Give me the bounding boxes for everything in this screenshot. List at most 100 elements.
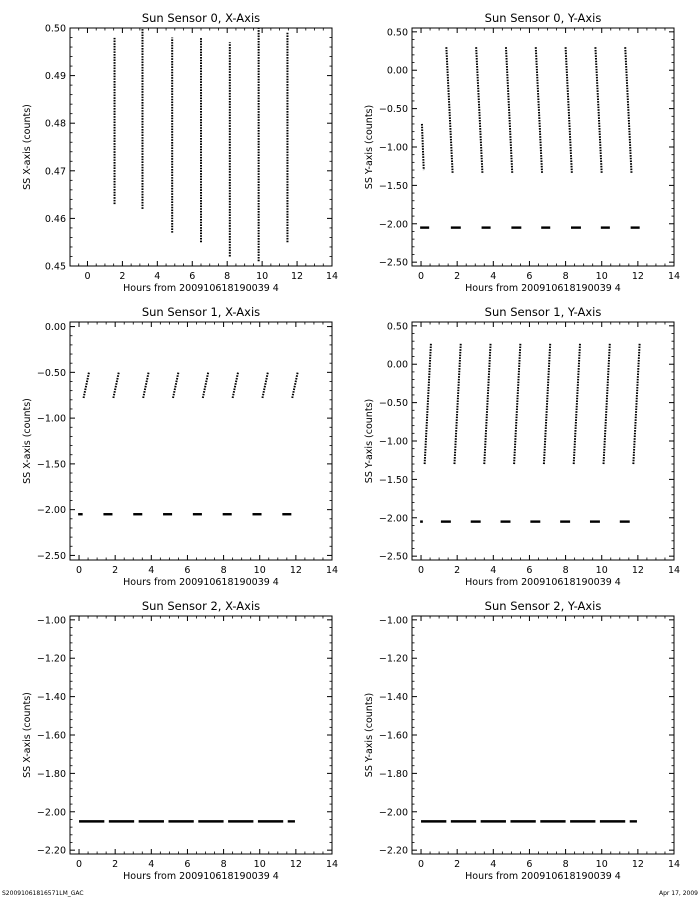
chart-title: Sun Sensor 0, X-Axis xyxy=(142,11,260,25)
x-tick-label: 6 xyxy=(526,859,532,870)
x-tick-label: 10 xyxy=(596,271,608,282)
x-axis-label: Hours from 200910618190039 4 xyxy=(465,283,621,294)
x-tick-label: 14 xyxy=(326,859,338,870)
data-segment xyxy=(82,372,90,399)
y-tick-label: −0.50 xyxy=(379,104,408,115)
x-tick-label: 0 xyxy=(76,859,82,870)
x-tick-label: 14 xyxy=(326,565,338,576)
y-tick-label: −2.00 xyxy=(379,513,408,524)
y-tick-label: −1.40 xyxy=(37,692,66,703)
data-segment xyxy=(602,342,611,465)
chart-panel-3: Sun Sensor 1, Y-Axis 0 2 4 6 8 10 12 14 −2.50 −2.0… xyxy=(364,305,680,588)
x-tick-label: 12 xyxy=(632,565,644,576)
x-tick-label: 6 xyxy=(189,271,195,282)
x-axis-label: Hours from 200910618190039 4 xyxy=(465,577,621,588)
y-tick-label: −0.50 xyxy=(379,398,408,409)
x-tick-label: 4 xyxy=(148,565,154,576)
data-segment xyxy=(513,342,522,465)
x-tick-label: 2 xyxy=(112,565,118,576)
y-tick-label: −2.00 xyxy=(37,807,66,818)
x-tick-label: 10 xyxy=(256,271,268,282)
data-segment xyxy=(504,47,514,174)
x-tick-label: 8 xyxy=(563,271,569,282)
data-segment xyxy=(201,372,210,399)
data-segment xyxy=(572,342,582,465)
y-tick-label: 0.50 xyxy=(387,27,408,38)
data-segment xyxy=(420,123,425,171)
data-segment xyxy=(483,342,492,465)
x-tick-label: 12 xyxy=(632,859,644,870)
data-segment xyxy=(423,342,432,465)
y-tick-label: −1.00 xyxy=(379,615,408,626)
y-tick-label: −2.00 xyxy=(37,505,66,516)
x-tick-label: 2 xyxy=(112,859,118,870)
data-segment xyxy=(564,47,573,174)
x-tick-label: 10 xyxy=(596,859,608,870)
y-tick-label: −1.20 xyxy=(37,654,66,665)
y-tick-label: −1.00 xyxy=(379,143,408,154)
x-tick-label: 2 xyxy=(454,271,460,282)
y-tick-label: 0.00 xyxy=(45,322,66,333)
x-tick-label: 4 xyxy=(490,271,496,282)
y-tick-label: −0.50 xyxy=(37,368,66,379)
data-segment xyxy=(231,372,240,399)
footer-left-text: S20091061816571LM_GAC xyxy=(2,890,84,897)
chart-title: Sun Sensor 0, Y-Axis xyxy=(485,11,602,25)
chart-panel-0: Sun Sensor 0, X-Axis 0 2 4 6 8 10 12 14 0.45 0.46 0… xyxy=(22,11,338,294)
x-tick-label: 2 xyxy=(454,565,460,576)
y-tick-label: −2.20 xyxy=(37,846,66,857)
y-tick-label: −1.50 xyxy=(37,459,66,470)
y-tick-label: 0.00 xyxy=(387,66,408,77)
y-tick-label: −1.60 xyxy=(379,731,408,742)
y-tick-label: −1.20 xyxy=(379,654,408,665)
x-tick-label: 10 xyxy=(596,565,608,576)
chart-title: Sun Sensor 2, Y-Axis xyxy=(485,599,602,613)
x-tick-label: 8 xyxy=(563,565,569,576)
data-segment xyxy=(261,372,269,399)
data-segment xyxy=(453,342,462,465)
x-tick-label: 14 xyxy=(668,271,680,282)
data-segment xyxy=(624,47,633,174)
x-tick-label: 4 xyxy=(490,565,496,576)
y-tick-label: −2.00 xyxy=(379,219,408,230)
chart-panel-5: Sun Sensor 2, Y-Axis 0 2 4 6 8 10 12 14 −2.20 −2.0… xyxy=(364,599,680,882)
x-tick-label: 0 xyxy=(418,271,424,282)
data-segment xyxy=(534,47,544,174)
x-tick-label: 0 xyxy=(76,565,82,576)
y-tick-label: −2.00 xyxy=(379,807,408,818)
x-tick-label: 0 xyxy=(418,565,424,576)
y-tick-label: −1.00 xyxy=(37,414,66,425)
x-tick-label: 8 xyxy=(221,565,227,576)
y-axis-label: SS X-axis (counts) xyxy=(22,692,33,778)
x-tick-label: 0 xyxy=(418,859,424,870)
chart-panel-2: Sun Sensor 1, X-Axis 0 2 4 6 8 10 12 14 −2.50 −2.0… xyxy=(22,305,338,588)
data-segment xyxy=(475,47,484,174)
x-tick-label: 14 xyxy=(668,859,680,870)
y-axis-label: SS Y-axis (counts) xyxy=(364,399,375,483)
y-axis-label: SS X-axis (counts) xyxy=(22,104,33,190)
y-tick-label: 0.00 xyxy=(387,360,408,371)
y-axis-label: SS X-axis (counts) xyxy=(22,398,33,484)
y-tick-label: −2.50 xyxy=(379,552,408,563)
y-tick-label: 0.46 xyxy=(45,214,66,225)
y-tick-label: −1.50 xyxy=(379,181,408,192)
chart-title: Sun Sensor 1, X-Axis xyxy=(142,305,260,319)
x-tick-label: 6 xyxy=(526,271,532,282)
y-axis-label: SS Y-axis (counts) xyxy=(364,105,375,189)
y-tick-label: −1.60 xyxy=(37,731,66,742)
data-segment xyxy=(632,342,641,465)
data-segment xyxy=(445,47,454,174)
y-tick-label: −1.40 xyxy=(379,692,408,703)
x-tick-label: 0 xyxy=(84,271,90,282)
x-tick-label: 12 xyxy=(291,271,303,282)
x-tick-label: 14 xyxy=(668,565,680,576)
footer-right-text: Apr 17, 2009 xyxy=(658,890,698,897)
chart-title: Sun Sensor 1, Y-Axis xyxy=(485,305,602,319)
data-segment xyxy=(112,372,120,399)
x-tick-label: 4 xyxy=(154,271,160,282)
y-axis-label: SS Y-axis (counts) xyxy=(364,693,375,777)
chart-title: Sun Sensor 2, X-Axis xyxy=(142,599,260,613)
x-tick-label: 12 xyxy=(632,271,644,282)
plot-frame xyxy=(411,615,675,855)
